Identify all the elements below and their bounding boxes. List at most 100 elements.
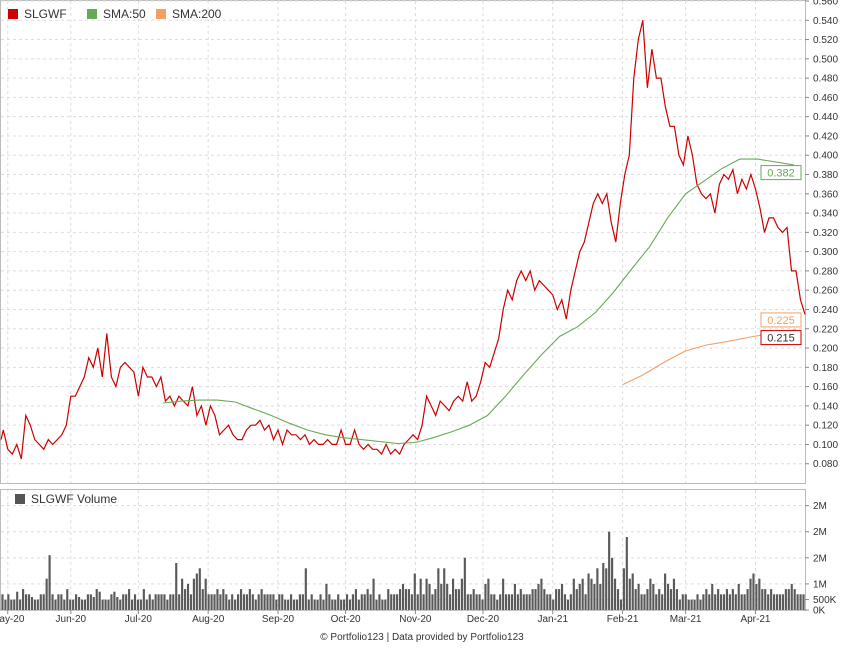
volume-bar [107, 599, 110, 610]
price-tick-label: 0.260 [813, 286, 838, 297]
volume-bar [552, 599, 555, 610]
volume-bar [519, 589, 522, 610]
x-tick-label: Mar-21 [670, 614, 702, 625]
volume-bar [393, 594, 396, 610]
volume-bar [602, 563, 605, 610]
volume-bar [290, 594, 293, 610]
volume-bar [242, 594, 246, 610]
volume-bar [172, 594, 175, 610]
volume-bar [643, 594, 646, 610]
volume-bar [446, 583, 449, 610]
series-line-slgwf [0, 20, 806, 460]
volume-bar [743, 594, 746, 610]
volume-bar [313, 599, 316, 610]
volume-bar [77, 597, 81, 610]
volume-bar [10, 599, 13, 610]
volume-bar [239, 589, 243, 610]
volume-bar [569, 594, 572, 610]
volume-bar [266, 594, 269, 610]
volume-bar [672, 578, 676, 610]
volume-bar [796, 594, 799, 610]
volume-bar [48, 555, 51, 610]
volume-bar [310, 594, 313, 610]
volume-bar [528, 594, 531, 610]
last-value-tag: 0.382 [760, 165, 802, 181]
volume-bar [505, 594, 508, 610]
x-tick-label: Jun-20 [56, 614, 87, 625]
volume-bar [210, 594, 213, 610]
volume-bar [378, 594, 381, 610]
x-tick-label: Dec-20 [467, 614, 500, 625]
volume-bar [711, 583, 714, 610]
price-tick-label: 0.220 [813, 324, 838, 335]
volume-bar [664, 573, 667, 610]
x-tick-label: Nov-20 [399, 614, 432, 625]
volume-bar [269, 594, 272, 610]
price-tick-label: 0.460 [813, 93, 838, 104]
price-tick-label: 0.320 [813, 228, 838, 239]
volume-bar [316, 599, 319, 610]
volume-bar [658, 589, 661, 610]
volume-bar [734, 594, 737, 610]
volume-bar [372, 578, 375, 610]
volume-bar [92, 597, 95, 610]
price-tick-label: 0.560 [813, 0, 838, 8]
volume-bar [725, 589, 729, 610]
volume-bar [148, 594, 151, 610]
volume-bar [540, 578, 543, 610]
volume-bar [351, 594, 355, 610]
volume-bar [130, 599, 134, 610]
volume-bar [192, 578, 195, 610]
last-value-labels: 0.382 0.225 0.215 [760, 165, 802, 346]
volume-bar [784, 589, 787, 610]
volume-bar [204, 578, 207, 610]
volume-bar [787, 589, 790, 610]
last-value-tag-box [760, 312, 802, 328]
volume-bar [587, 573, 590, 610]
volume-bar [714, 594, 717, 610]
volume-bar [166, 599, 169, 610]
x-tick-label: Sep-20 [262, 614, 295, 625]
volume-bar [449, 594, 452, 610]
volume-bar [281, 594, 284, 610]
volume-bar [472, 589, 475, 610]
volume-bar [325, 583, 328, 610]
volume-bar [54, 599, 57, 610]
volume-bar [201, 589, 204, 610]
price-tick-label: 0.100 [813, 440, 838, 451]
volume-bar [381, 599, 384, 610]
volume-bar [133, 594, 137, 610]
volume-bar [19, 599, 22, 610]
price-tick-label: 0.240 [813, 305, 838, 316]
volume-bar [578, 583, 581, 610]
volume-bar [605, 568, 608, 610]
volume-bar [652, 583, 655, 610]
volume-bar [596, 568, 599, 610]
volume-bar [802, 594, 805, 610]
volume-bar [510, 594, 514, 610]
volume-bar [525, 594, 528, 610]
volume-bar [30, 597, 33, 610]
volume-bar [234, 599, 237, 610]
x-tick-label: Aug-20 [192, 614, 225, 625]
volume-bar [298, 594, 301, 610]
volume-bar [360, 594, 363, 610]
volume-bar [558, 589, 561, 610]
volume-tick-label: 0K [813, 606, 826, 617]
volume-bar [560, 583, 564, 610]
volume-bar [575, 589, 578, 610]
volume-bar [254, 599, 257, 610]
last-value-tag: 0.225 [760, 312, 802, 328]
volume-bar [581, 578, 584, 610]
volume-bar [625, 537, 628, 610]
volume-bar [678, 599, 681, 610]
volume-bar [608, 531, 611, 610]
price-tick-label: 0.180 [813, 363, 838, 374]
volume-bar [345, 594, 349, 610]
volume-bar [613, 578, 617, 610]
volume-bar [139, 599, 142, 610]
volume-bar [722, 594, 726, 610]
volume-bar [257, 594, 260, 610]
